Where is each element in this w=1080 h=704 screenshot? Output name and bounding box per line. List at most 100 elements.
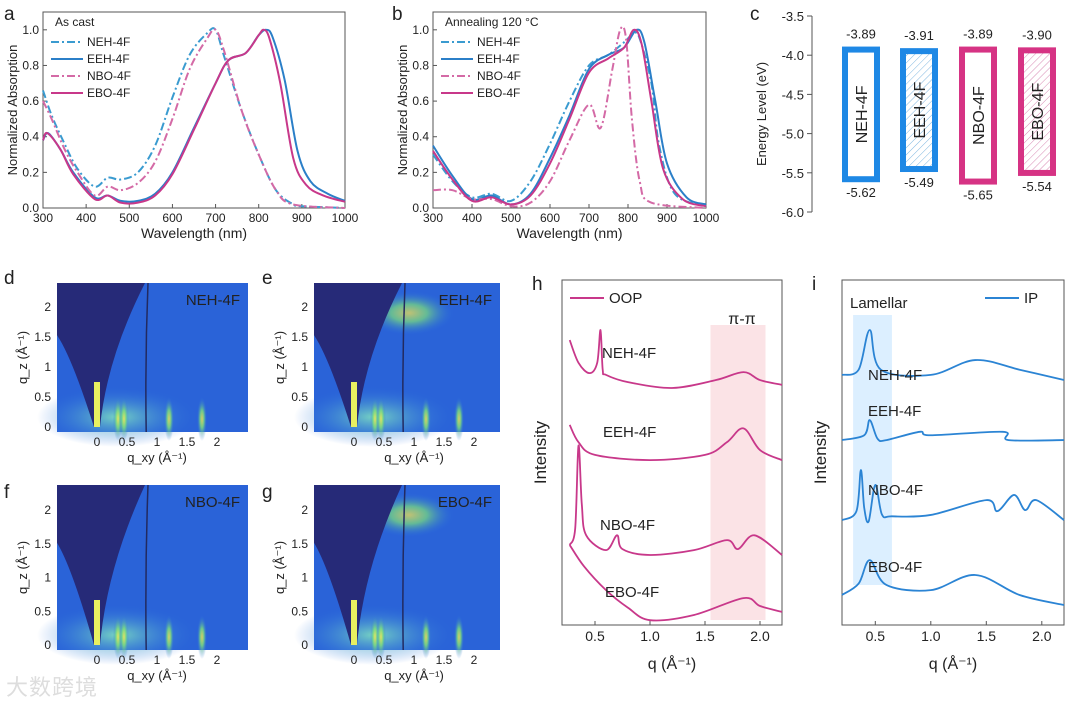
y-tick-label: 1.5	[291, 330, 308, 344]
x-tick-label: 600	[162, 211, 182, 225]
y-tick-label: 2	[301, 503, 308, 517]
series-label: EBO-4F	[868, 559, 922, 576]
lumo-label: -3.91	[904, 28, 934, 43]
x-tick-label: 2.0	[750, 628, 770, 644]
plot-frame	[432, 11, 707, 209]
x-tick-label: 2	[214, 435, 221, 449]
x-tick-label: 1	[411, 653, 418, 667]
sample-label: EBO-4F	[438, 494, 492, 511]
series-line-EBO-4F	[432, 28, 707, 208]
x-tick-label: 400	[462, 211, 482, 225]
series-line-EEH-4F	[841, 419, 1065, 442]
giwaxs-image-EEH-4F	[294, 282, 500, 447]
legend-title: Annealing 120 °C	[445, 15, 539, 29]
legend-label: NEH-4F	[87, 35, 130, 49]
scattering-peak	[421, 615, 431, 659]
scattering-peak	[376, 615, 386, 659]
y-tick-label: 0.4	[22, 130, 39, 144]
giwaxs-image-NEH-4F	[37, 282, 248, 447]
panel-label-d: d	[4, 268, 15, 289]
series-label: EBO-4F	[605, 584, 659, 601]
detector-gap	[402, 484, 406, 651]
y-tick-label: 2	[44, 503, 51, 517]
x-tick-label: 700	[579, 211, 599, 225]
x-tick-label: 1000	[332, 211, 359, 225]
y-tick-label: 2	[301, 300, 308, 314]
legend-label: NBO-4F	[477, 69, 521, 83]
scattering-peak	[197, 615, 207, 659]
legend-label: IP	[1024, 290, 1038, 307]
x-tick-label: 0	[351, 435, 358, 449]
plot-frame	[42, 11, 346, 209]
y-tick-label: 0.5	[34, 604, 51, 618]
y-tick-label: 0.8	[412, 58, 429, 72]
x-tick-label: 1.5	[695, 628, 715, 644]
y-axis-label: Normalized Absorption	[5, 45, 20, 176]
sample-label: NBO-4F	[185, 494, 240, 511]
y-tick-label: 2	[44, 300, 51, 314]
x-tick-label: 1.5	[436, 653, 453, 667]
y-tick-label: 1.5	[34, 537, 51, 551]
y-axis-label: q_z (Å⁻¹)	[272, 331, 287, 384]
series-line-EBO-4F	[568, 544, 783, 622]
x-tick-label: 700	[206, 211, 226, 225]
x-tick-label: 2	[471, 435, 478, 449]
y-tick-label: 0.0	[412, 201, 429, 215]
scattering-peak	[164, 397, 174, 441]
panel-label-h: h	[532, 274, 543, 295]
legend-label: EEH-4F	[87, 52, 130, 66]
x-tick-label: 0.5	[585, 628, 605, 644]
detector-gap	[145, 484, 149, 651]
y-axis-label: q_z (Å⁻¹)	[15, 331, 30, 384]
x-tick-label: 800	[618, 211, 638, 225]
x-tick-label: 900	[292, 211, 312, 225]
plot-frame	[841, 279, 1065, 626]
highlight-region	[710, 325, 766, 620]
specular-streak	[351, 382, 357, 427]
series-line-NEH-4F	[568, 329, 783, 389]
y-tick-label: 1.5	[34, 330, 51, 344]
scattering-peak	[119, 615, 129, 659]
series-label: NBO-4F	[868, 482, 923, 499]
panel-label-e: e	[262, 268, 273, 289]
x-tick-label: 500	[501, 211, 521, 225]
y-tick-label: 0	[44, 420, 51, 434]
panel-label-g: g	[262, 482, 273, 503]
x-axis-label: q_xy (Å⁻¹)	[384, 450, 444, 465]
missing-wedge	[314, 485, 402, 645]
series-line-EBO-4F	[42, 28, 346, 205]
x-tick-label: 1	[154, 653, 161, 667]
y-tick-label: -4.5	[782, 87, 804, 102]
homo-label: -5.65	[963, 188, 993, 203]
bar-name: NEH-4F	[854, 85, 871, 143]
x-tick-label: 1.0	[640, 628, 660, 644]
x-tick-label: 0.5	[376, 653, 393, 667]
series-line-NEH-4F	[841, 329, 1065, 381]
legend-label: NEH-4F	[477, 35, 520, 49]
lumo-label: -3.89	[846, 27, 876, 42]
x-axis-label: q (Å⁻¹)	[648, 654, 696, 673]
x-tick-label: 1.5	[179, 653, 196, 667]
y-axis-label: Energy Level (eV)	[754, 62, 769, 166]
plot-frame	[561, 279, 783, 626]
giwaxs-image-NBO-4F	[37, 484, 248, 665]
series-line-NBO-4F	[841, 469, 1065, 524]
series-label: NEH-4F	[868, 367, 922, 384]
scattering-peak	[454, 397, 464, 441]
y-tick-label: 0	[301, 420, 308, 434]
watermark: 大数跨境	[6, 676, 99, 701]
x-tick-label: 1.5	[179, 435, 196, 449]
scattering-peak	[197, 397, 207, 441]
x-tick-label: 0.5	[866, 628, 886, 644]
series-label: NEH-4F	[602, 345, 656, 362]
giwaxs-image-EBO-4F	[294, 484, 500, 665]
y-tick-label: 0.0	[22, 201, 39, 215]
x-tick-label: 300	[33, 211, 53, 225]
series-line-EEH-4F	[432, 28, 707, 206]
energy-bar-NBO-4F	[959, 46, 997, 185]
y-tick-label: 0.5	[291, 390, 308, 404]
specular-streak	[94, 382, 100, 427]
x-tick-label: 2	[214, 653, 221, 667]
y-axis-label: q_z (Å⁻¹)	[272, 541, 287, 594]
x-tick-label: 500	[119, 211, 139, 225]
